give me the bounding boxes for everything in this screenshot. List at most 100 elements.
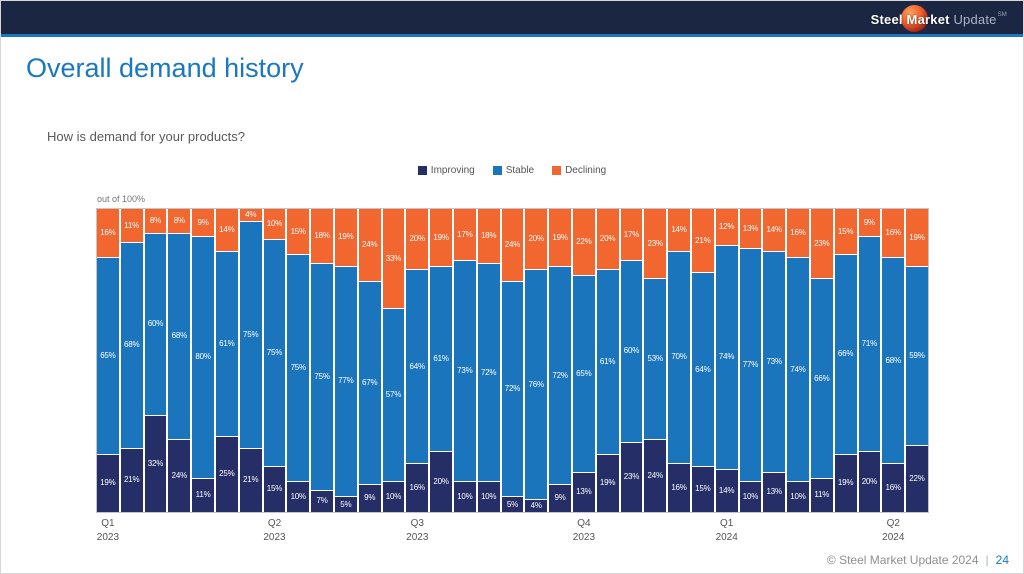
stacked-bar: 19% 77% 5%: [334, 209, 357, 512]
bar-segment-value: 18%: [480, 231, 497, 241]
bar-segment-value: 18%: [314, 231, 330, 241]
bar-segment-value: 75%: [266, 347, 283, 357]
stacked-bar: 18% 72% 10%: [477, 209, 500, 512]
bar-segment-value: 9%: [197, 217, 209, 227]
bar-segment-value: 68%: [123, 340, 140, 350]
bar-segment-value: 61%: [219, 338, 235, 348]
bar-segment-declining: 33%: [382, 209, 405, 309]
axis-quarter-label: Q4 2023: [572, 518, 596, 543]
bar-segment-value: 4%: [245, 210, 257, 220]
bar-segment-improving: 15%: [263, 465, 286, 512]
bar-segment-value: 75%: [290, 363, 307, 373]
stacked-bar: 23% 53% 24%: [644, 209, 667, 512]
bar-segment-value: 21%: [695, 235, 711, 245]
bar-segment-value: 13%: [742, 223, 759, 233]
bar-segment-improving: 5%: [501, 496, 524, 513]
bar-segment-declining: 18%: [311, 209, 333, 264]
bar-segment-improving: 5%: [334, 496, 357, 512]
bar-segment-improving: 13%: [572, 471, 595, 512]
bar-segment-value: 80%: [195, 352, 211, 362]
stacked-bar: 14% 70% 16%: [668, 209, 690, 512]
bar-segment-improving: 10%: [477, 480, 500, 512]
bar-segment-declining: 16%: [787, 209, 809, 258]
bar-segment-value: 17%: [623, 229, 640, 239]
bar-segment-value: 9%: [364, 493, 376, 503]
bar-segment-improving: 11%: [810, 477, 833, 512]
bar-segment-value: 23%: [647, 238, 664, 248]
bar-segment-stable: 53%: [644, 278, 667, 439]
bar-segment-declining: 12%: [715, 209, 738, 246]
logo-servicemark: SM: [997, 11, 1007, 18]
stacked-bar: 8% 60% 32%: [144, 209, 167, 512]
bar-segment-stable: 72%: [501, 280, 524, 497]
bar-segment-improving: 21%: [120, 447, 143, 512]
bar-segment-stable: 61%: [596, 269, 619, 454]
bar-segment-stable: 74%: [787, 257, 809, 481]
bar-segment-value: 19%: [837, 478, 854, 488]
bar-segment-value: 21%: [123, 475, 140, 485]
bar-segment-value: 64%: [409, 361, 426, 371]
bar-segment-stable: 57%: [382, 308, 405, 481]
bar-segment-declining: 23%: [644, 209, 667, 279]
bar-segment-stable: 76%: [525, 269, 548, 499]
stacked-bar: 19% 61% 20%: [430, 209, 452, 512]
bar-segment-improving: 10%: [287, 480, 310, 512]
bar-segment-value: 21%: [242, 475, 259, 485]
stacked-bar: 17% 60% 23%: [620, 209, 643, 512]
bar-segment-stable: 71%: [858, 236, 881, 451]
bar-segment-declining: 21%: [691, 209, 714, 273]
bar-segment-improving: 19%: [97, 453, 119, 512]
bar-segment-value: 66%: [814, 373, 830, 383]
bar-segment-improving: 21%: [239, 447, 262, 512]
bar-segment-improving: 22%: [906, 444, 928, 512]
bar-segment-value: 20%: [409, 234, 426, 244]
bar-segment-value: 72%: [552, 370, 568, 380]
stacked-bar: 19% 72% 9%: [549, 209, 571, 512]
bar-segment-value: 74%: [718, 352, 735, 362]
bar-segment-value: 10%: [266, 219, 283, 229]
stacked-bar: 9% 71% 20%: [858, 209, 881, 512]
stacked-bar: 14% 73% 13%: [763, 209, 786, 512]
bar-segment-stable: 65%: [572, 275, 595, 472]
logo-sphere-icon: [900, 5, 928, 32]
survey-question: How is demand for your products?: [47, 129, 245, 144]
bar-segment-value: 12%: [718, 222, 735, 232]
bar-segment-stable: 80%: [192, 236, 214, 478]
bar-segment-value: 5%: [506, 499, 519, 509]
bar-segment-value: 10%: [742, 491, 759, 501]
bar-segment-stable: 66%: [834, 254, 857, 454]
axis-quarter-label: Q2 2023: [263, 518, 286, 543]
bar-segment-value: 20%: [433, 476, 449, 486]
bar-segment-value: 22%: [909, 473, 925, 483]
bar-segment-value: 60%: [623, 346, 640, 356]
bar-segment-declining: 23%: [810, 209, 833, 279]
bar-segment-improving: 15%: [691, 465, 714, 512]
stacked-bar: 11% 68% 21%: [120, 209, 143, 512]
bar-segment-improving: 19%: [834, 453, 857, 512]
axis-quarter-label: Q1 2024: [715, 518, 738, 543]
bar-segment-value: 70%: [671, 352, 687, 362]
stacked-bar: 17% 73% 10%: [453, 209, 476, 512]
bar-segment-value: 24%: [171, 470, 188, 480]
bar-segment-value: 65%: [100, 350, 116, 360]
stacked-bar: 13% 77% 10%: [739, 209, 762, 512]
bar-segment-declining: 8%: [168, 209, 191, 234]
bar-segment-declining: 10%: [263, 209, 286, 240]
legend-item-stable: Stable: [492, 165, 534, 176]
bar-segment-value: 7%: [316, 496, 328, 506]
bar-segment-improving: 19%: [596, 453, 619, 512]
bar-segment-declining: 16%: [882, 209, 905, 258]
bar-segment-value: 16%: [671, 482, 687, 492]
bar-segment-value: 66%: [837, 349, 854, 359]
bar-segment-value: 65%: [576, 369, 592, 379]
bar-segment-value: 15%: [837, 226, 854, 236]
bar-segment-value: 11%: [195, 490, 211, 500]
bar-segment-value: 71%: [861, 338, 878, 348]
bar-segment-declining: 20%: [525, 209, 548, 270]
bar-segment-value: 16%: [409, 482, 426, 492]
bar-segment-declining: 13%: [739, 209, 762, 249]
stacked-bar: 20% 61% 19%: [596, 209, 619, 512]
bar-segment-improving: 23%: [620, 441, 643, 512]
stacked-bar: 4% 75% 21%: [239, 209, 262, 512]
stacked-bar: 21% 64% 15%: [691, 209, 714, 512]
